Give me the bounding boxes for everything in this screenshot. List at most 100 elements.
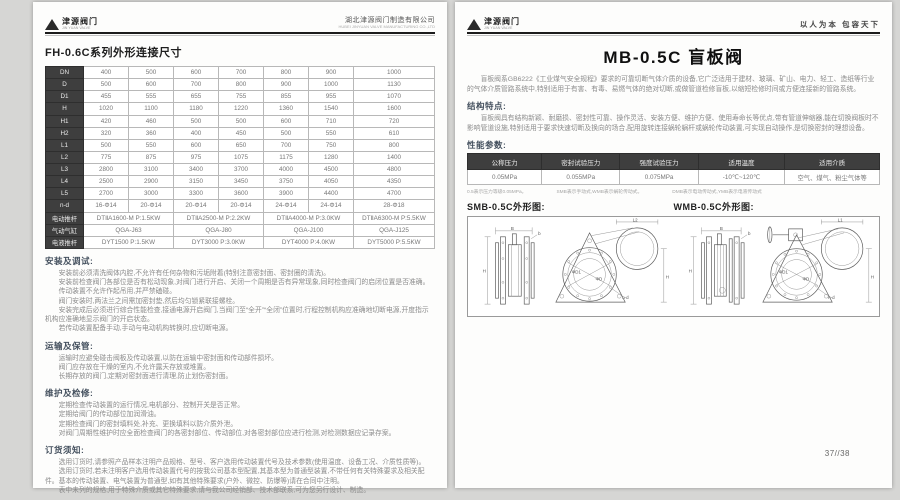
table-cell: DYT3000 P:3.0KW [173, 235, 264, 249]
table-row-label: L4 [45, 175, 84, 189]
table-cell: 20-Φ14 [173, 199, 219, 213]
perf-value-cell: 0.055MPa [541, 169, 621, 186]
paragraph: 长期存放的阀门,定期对密封面进行清理,防止划伤密封面。 [58, 372, 233, 380]
table-cell: 550 [308, 126, 354, 140]
table-cell: DTⅡA4000-M P:3.0KW [263, 211, 354, 225]
perf-value-cell: -10℃~120℃ [697, 169, 786, 186]
paragraph: 若传动装置配备手动,手动与电动机构转换时,应切断电源。 [58, 325, 233, 333]
table-cell: 655 [173, 90, 219, 104]
wmb-valve-outline-diagram: B H [688, 218, 874, 305]
brand-name: 津源阀门 [62, 17, 98, 26]
diagram-title-wmb: WMB-0.5C外形图: [673, 202, 754, 213]
table-row: n-d 16-Φ14 20-Φ14 20-Φ14 20-Φ14 24-Φ14 24-Φ14 2… [45, 199, 435, 213]
table-cell: 650 [218, 138, 264, 152]
paragraph: 阀门应存放在干燥的室内,不允许露天存放或堆置。 [58, 363, 211, 371]
table-cell: 500 [263, 126, 309, 140]
perf-value-cell: 0.075MPa [619, 169, 699, 186]
table-cell: 4000 [263, 162, 309, 177]
footnote: 0.5表示压力等级0.05MPa。 [467, 190, 527, 196]
performance-table: 公称压力 密封试验压力 强度试验压力 适用温度 适用介质 0.05MPa 0.055MPa 0… [466, 153, 880, 186]
table-cell: 1280 [308, 150, 354, 165]
table-row: 电液推杆 DYT1500 P:1.5KW DYT3000 P:3.0KW DYT400… [45, 235, 435, 249]
perf-value-cell: 0.05MPa [466, 169, 543, 186]
company-slogan: 以人为本 包容天下 [799, 20, 880, 29]
table-cell: 1220 [218, 102, 264, 116]
table-cell: 3900 [263, 187, 309, 201]
table-row-label: 气动气缸 [45, 223, 84, 237]
paragraph: 安装前必须清洗阀体内腔,不允许有任何杂物和污垢附着(特别注意密封面、密封圈的清洗… [58, 269, 331, 277]
table-cell: 20-Φ14 [218, 199, 264, 213]
table-cell: 4500 [308, 162, 354, 177]
table-cell: DYT4000 P:4.0KW [263, 235, 354, 249]
table-cell: DYT1500 P:1.5KW [83, 235, 174, 249]
table-cell: QGA-J100 [263, 223, 354, 237]
product-title: MB-0.5C 盲板阀 [603, 48, 744, 67]
perf-header-cell: 密封试验压力 [541, 153, 621, 171]
table-cell: 360 [128, 126, 174, 140]
table-cell: 1020 [83, 102, 129, 116]
table-row: L2 775 875 975 1075 1175 1280 1400 [45, 150, 435, 165]
table-row: D1 455 555 655 755 855 955 1070 [45, 90, 435, 104]
page-left-header: 津源阀门 JIN YUAN VALVE 湖北津源阀门制造有限公司 HUBEI J… [45, 11, 435, 30]
table-cell: QGA-J63 [83, 223, 174, 237]
table-cell: 3300 [173, 187, 219, 201]
svg-text:b: b [748, 231, 751, 236]
table-cell: 4800 [353, 162, 435, 177]
table-row-label: H2 [45, 126, 84, 140]
paragraph: 定期检查传动装置的运行情况,电机部分、控制开关是否正常。 [58, 402, 244, 410]
table-cell: 875 [128, 150, 174, 165]
table-cell: 4700 [353, 187, 435, 201]
table-cell: 700 [263, 138, 309, 152]
table-cell: 3750 [263, 175, 309, 189]
company-name-en: HUBEI JINYUAN VALVE MANUFACTURING CO.,LT… [338, 24, 435, 30]
table-cell: 955 [308, 90, 354, 104]
table-cell: 755 [218, 90, 264, 104]
table-row-label: L3 [45, 162, 84, 177]
table-cell: 3450 [218, 175, 264, 189]
paragraph: 对阀门周期性维护时应全面检查阀门的各密封部位、传动部位,对各密封部位应进行检测,… [58, 429, 396, 437]
svg-text:H: H [483, 269, 486, 274]
svg-text:B: B [511, 226, 514, 231]
table-cell: 4400 [308, 187, 354, 201]
section-body: 选用订货时,请参照产品样本注明产品规格、型号、客户选用传动装置代号及技术参数(使… [45, 458, 435, 495]
table-row: H2 320 360 400 450 500 550 610 [45, 126, 435, 140]
table-row-label: D [45, 78, 84, 92]
table-cell: 800 [218, 78, 264, 92]
section-heading-performance: 性能参数: [467, 140, 507, 151]
footnote: DMB表示电动传动式,YMB表示电液传动式 [672, 190, 762, 196]
table-cell: 16-Φ14 [83, 199, 129, 213]
table-cell: 28-Φ18 [353, 199, 435, 213]
dimensions-table: DN 400 500 600 700 800 900 1000 D 500 600 700 800 900… [45, 65, 435, 249]
paragraph: 表中未列的规格,用于特殊介质或其它特殊要求,请与我公司经销部、技术部联系,可为您… [58, 486, 371, 494]
brand-triangle-icon [467, 18, 481, 30]
table-cell: 320 [83, 126, 129, 140]
table-cell: 2800 [83, 162, 129, 177]
table-cell: 500 [128, 65, 174, 80]
table-cell: 1000 [308, 78, 354, 92]
table-cell: 4350 [353, 175, 435, 189]
table-cell: 24-Φ14 [263, 199, 309, 213]
page-right-header: 津源阀门 JIN YUAN VALVE 以人为本 包容天下 [467, 11, 880, 30]
table-row: D 500 600 700 800 900 1000 1130 [45, 78, 435, 92]
table-cell: 1100 [128, 102, 174, 116]
table-row-label: 电液推杆 [45, 235, 84, 249]
table-cell: 775 [83, 150, 129, 165]
brand-name: 津源阀门 [484, 17, 520, 26]
svg-text:ΦD1: ΦD1 [778, 269, 788, 274]
table-cell: DTⅡA6300-M P:5.5KW [353, 211, 435, 225]
table-cell: 2500 [83, 175, 129, 189]
table-cell: 3600 [218, 187, 264, 201]
table-row: L3 2800 3100 3400 3700 4000 4500 4800 [45, 162, 435, 177]
table-cell: 3000 [128, 187, 174, 201]
table-cell: 550 [128, 138, 174, 152]
table-cell: 500 [173, 114, 219, 128]
table-cell: 450 [218, 126, 264, 140]
section-body: 运输时应避免碰击阀板及传动装置,以防在运输中密封面和传动部件损坏。 阀门应存放在干… [45, 354, 435, 382]
table-cell: 1070 [353, 90, 435, 104]
paragraph: 选用订货时,若未注明客户选用传动装置代号的按我公司基本型配置,其基本型为普通型装… [45, 468, 425, 485]
table-cell: 455 [83, 90, 129, 104]
table-cell: 1540 [308, 102, 354, 116]
table-cell: 1075 [218, 150, 264, 165]
table-cell: 20-Φ14 [128, 199, 174, 213]
page-title: FH-0.6C系列外形连接尺寸 [45, 47, 183, 59]
